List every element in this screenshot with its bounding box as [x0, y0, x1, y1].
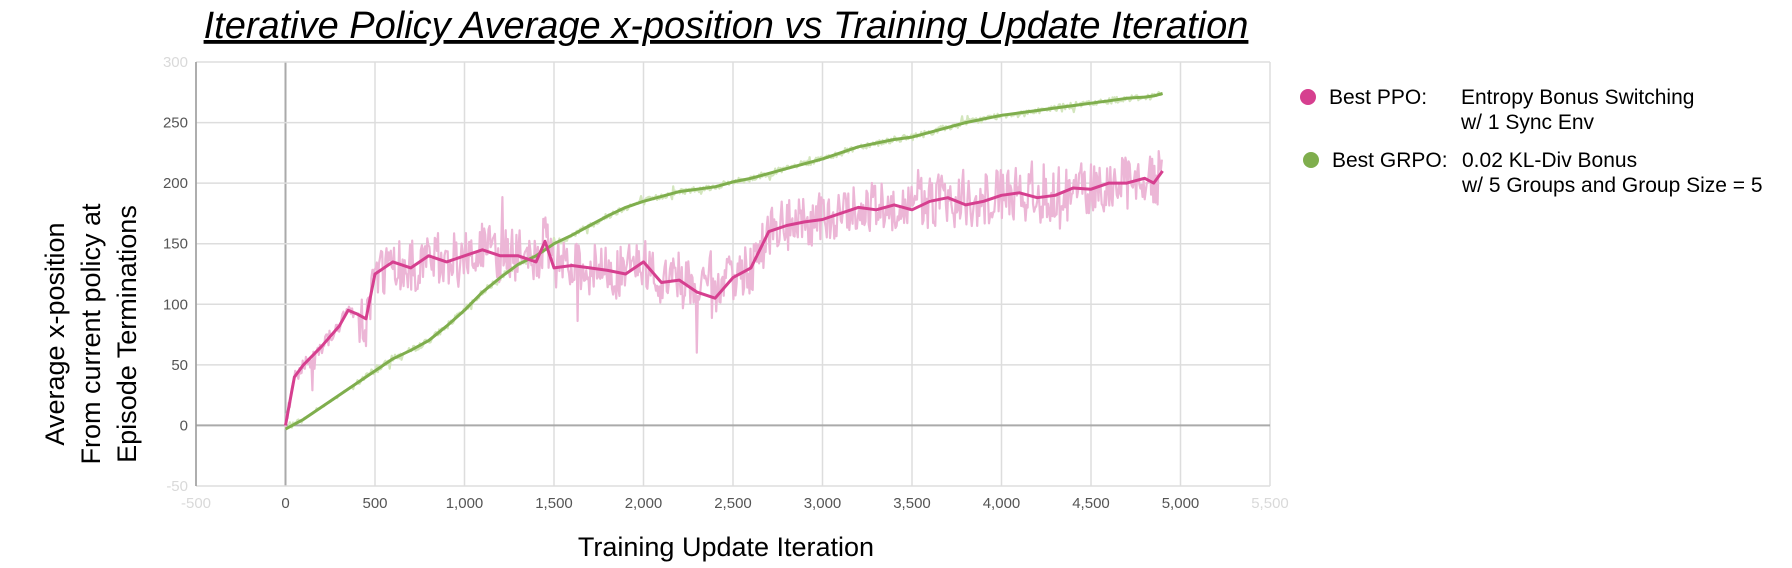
x-tick-label: 4,000: [983, 495, 1021, 512]
legend: Best PPO: Entropy Bonus Switching w/ 1 S…: [1300, 86, 1763, 197]
x-tick-label: -500: [181, 495, 211, 512]
x-tick-label: 5,000: [1162, 495, 1200, 512]
y-tick-label: 200: [163, 175, 188, 192]
y-tick-label: 50: [171, 357, 188, 374]
y-tick-label: 300: [163, 54, 188, 71]
x-axis-label: Training Update Iteration: [578, 532, 874, 562]
y-tick-label: -50: [166, 478, 188, 495]
x-tick-label: 3,500: [893, 495, 931, 512]
y-axis-label-line-3: Episode Terminations: [112, 205, 142, 463]
y-tick-label: 150: [163, 236, 188, 253]
chart-title: Iterative Policy Average x-position vs T…: [204, 5, 1249, 47]
y-axis-label-line-1: Average x-position: [40, 222, 70, 445]
y-tick-label: 250: [163, 115, 188, 132]
series-line-1: [284, 92, 1163, 431]
y-tick-label: 0: [180, 417, 188, 434]
legend-description-grpo-line-2: w/ 5 Groups and Group Size = 5: [1461, 174, 1763, 197]
legend-description-grpo-line-1: 0.02 KL-Div Bonus: [1462, 149, 1637, 172]
x-tick-label: 500: [362, 495, 387, 512]
x-tick-label: 2,000: [625, 495, 663, 512]
x-tick-label: 1,500: [535, 495, 573, 512]
y-tick-labels: -50 0 50 100 150 200 250 300: [163, 54, 188, 495]
legend-series-name-ppo: Best PPO:: [1329, 86, 1427, 109]
series-raw-line-0: [284, 150, 1163, 429]
x-tick-label: 4,500: [1072, 495, 1110, 512]
legend-marker-grpo: [1303, 152, 1319, 168]
legend-item-grpo: Best GRPO: 0.02 KL-Div Bonus w/ 5 Groups…: [1303, 149, 1763, 197]
legend-item-ppo: Best PPO: Entropy Bonus Switching w/ 1 S…: [1300, 86, 1694, 134]
legend-description-ppo-line-1: Entropy Bonus Switching: [1461, 86, 1694, 109]
legend-series-name-grpo: Best GRPO:: [1332, 149, 1448, 172]
legend-description-ppo-line-2: w/ 1 Sync Env: [1460, 111, 1595, 134]
y-axis-label-line-2: From current policy at: [76, 203, 106, 465]
series-line-0: [284, 170, 1164, 426]
y-tick-label: 100: [163, 296, 188, 313]
x-tick-label: 1,000: [446, 495, 484, 512]
x-tick-label: 0: [281, 495, 289, 512]
x-tick-label: 3,000: [804, 495, 842, 512]
legend-marker-ppo: [1300, 89, 1316, 105]
x-tick-label: 2,500: [714, 495, 752, 512]
x-tick-label: 5,500: [1251, 495, 1289, 512]
series-layer: [284, 90, 1164, 431]
x-tick-labels: -500 0 500 1,000 1,500 2,000 2,500 3,000 3,500 4,…: [181, 495, 1289, 512]
y-axis-label: Average x-position From current policy a…: [40, 203, 142, 465]
